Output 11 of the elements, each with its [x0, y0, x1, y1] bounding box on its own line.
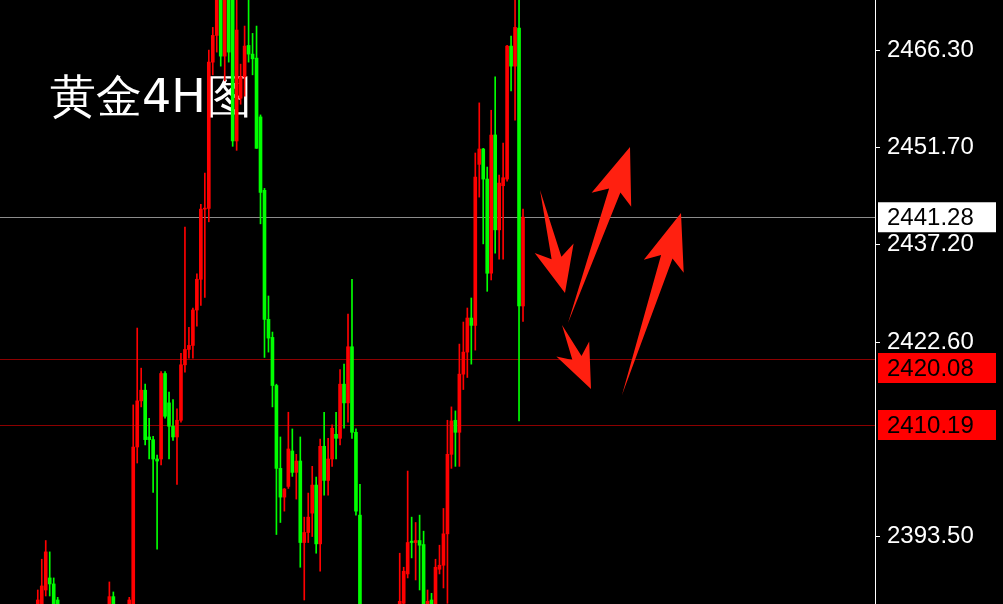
y-tick-label: 2393.50: [887, 521, 974, 549]
y-tick-label: 2437.20: [887, 229, 974, 257]
y-tick-label: 2451.70: [887, 132, 974, 160]
ref-line-label: 2420.08: [887, 353, 974, 381]
candlestick: [397, 552, 402, 604]
candlestick: [334, 411, 338, 460]
ref-line-label: 2410.19: [887, 410, 974, 438]
y-tick-label: 2422.60: [887, 326, 974, 354]
ref-line-label: 2441.28: [887, 202, 974, 230]
candlestick: [469, 297, 474, 365]
y-tick-label: 2466.30: [887, 34, 974, 62]
